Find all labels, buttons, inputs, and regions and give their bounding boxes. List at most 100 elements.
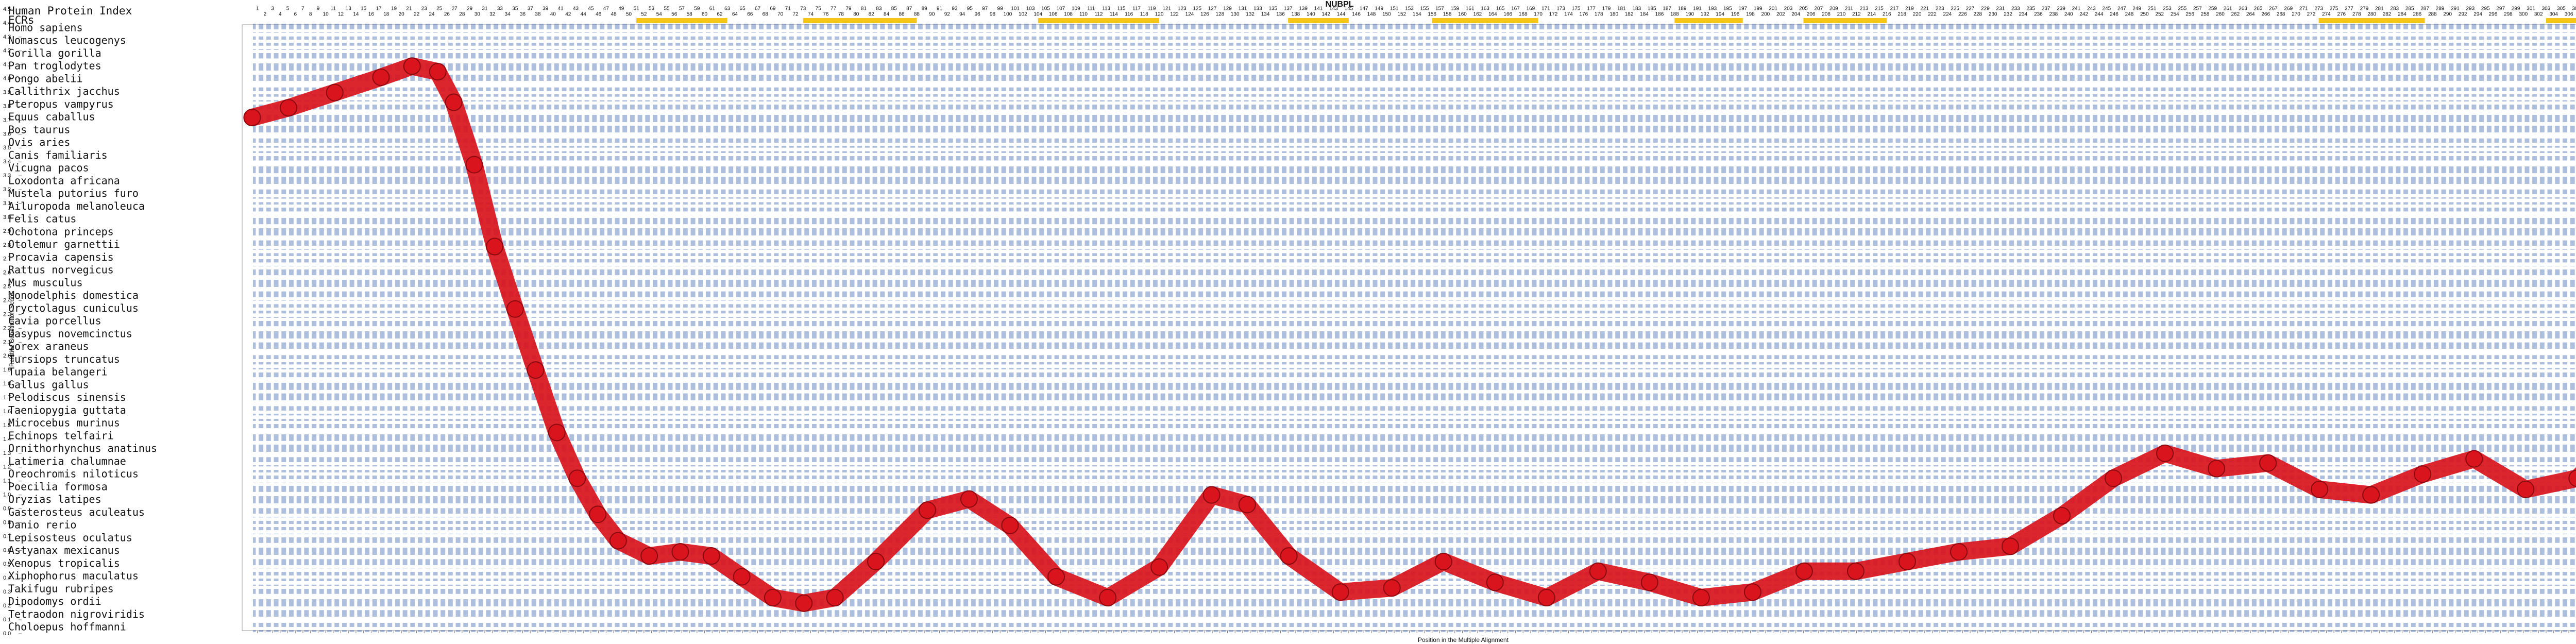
sequence-row — [253, 495, 2576, 505]
index-label: 214 — [1867, 12, 1876, 18]
index-label: 233 — [2011, 6, 2020, 12]
index-label: 244 — [2095, 12, 2104, 18]
score-point — [919, 501, 937, 519]
score-point — [733, 568, 751, 586]
index-label: 64 — [732, 12, 738, 18]
index-label: 253 — [2163, 6, 2172, 12]
y-tick-label: 4.2 — [3, 48, 11, 54]
sequence-row — [253, 266, 2576, 276]
index-label: 225 — [1951, 6, 1959, 12]
species-name: Dipodomys ordii — [8, 595, 101, 607]
species-name: Gorilla gorilla — [8, 47, 101, 59]
index-label: 65 — [740, 6, 746, 12]
index-label: 160 — [1458, 12, 1467, 18]
index-label: 57 — [679, 6, 685, 12]
index-label: 238 — [2049, 12, 2058, 18]
y-tick-label: 3.7 — [3, 117, 11, 123]
index-label: 272 — [2307, 12, 2316, 18]
index-label: 267 — [2269, 6, 2278, 12]
score-point — [429, 63, 447, 81]
index-label: 70 — [777, 12, 784, 18]
score-point — [2517, 480, 2535, 498]
index-label: 36 — [520, 12, 526, 18]
index-label: 107 — [1057, 6, 1065, 12]
index-label: 4 — [279, 12, 282, 18]
index-label: 274 — [2322, 12, 2331, 18]
sequence-row — [253, 189, 2576, 199]
index-label: 157 — [1435, 6, 1444, 12]
score-point — [2053, 507, 2071, 525]
index-label: 5 — [286, 6, 290, 12]
index-label: 219 — [1905, 6, 1914, 12]
score-point — [527, 361, 545, 379]
sequence-row — [253, 419, 2576, 429]
index-label: 33 — [497, 6, 503, 12]
species-name: Mustela putorius furo — [8, 187, 139, 199]
index-label: 228 — [1973, 12, 1982, 18]
ecr-bar — [1288, 18, 1349, 23]
index-label: 141 — [1314, 6, 1323, 12]
score-point — [2156, 444, 2174, 462]
index-label: 281 — [2375, 6, 2384, 12]
index-label: 247 — [2117, 6, 2126, 12]
index-label: 195 — [1723, 6, 1732, 12]
index-label: 102 — [1019, 12, 1027, 18]
index-label: 139 — [1299, 6, 1308, 12]
index-label: 101 — [1011, 6, 1020, 12]
y-tick-label: 4.3 — [3, 34, 11, 40]
index-label: 15 — [361, 6, 367, 12]
index-label: 172 — [1549, 12, 1558, 18]
index-label: 180 — [1609, 12, 1618, 18]
index-label: 283 — [2390, 6, 2399, 12]
index-label: 194 — [1716, 12, 1724, 18]
species-name: Latimeria chalumnae — [8, 455, 126, 467]
index-label: 115 — [1117, 6, 1126, 12]
index-label: 200 — [1761, 12, 1770, 18]
sequence-row — [253, 559, 2576, 569]
y-tick-label: 2.7 — [3, 256, 11, 262]
index-label: 280 — [2367, 12, 2376, 18]
index-label: 179 — [1602, 6, 1611, 12]
y-tick-label: 2.0 — [3, 353, 11, 359]
index-label: 25 — [436, 6, 443, 12]
y-tick-label: 2.5 — [3, 284, 11, 290]
sequence-row — [253, 291, 2576, 301]
index-label: 90 — [929, 12, 935, 18]
index-label: 213 — [1860, 6, 1869, 12]
index-label: 232 — [2004, 12, 2012, 18]
index-label: 83 — [876, 6, 882, 12]
index-label: 137 — [1284, 6, 1293, 12]
index-label: 218 — [1897, 12, 1906, 18]
y-tick-label: 1.6 — [3, 409, 11, 415]
index-label: 154 — [1413, 12, 1421, 18]
index-label: 138 — [1292, 12, 1300, 18]
sequence-row — [253, 368, 2576, 378]
index-label: 289 — [2436, 6, 2445, 12]
index-label: 95 — [967, 6, 973, 12]
index-label: 59 — [694, 6, 700, 12]
score-point — [1099, 588, 1117, 606]
species-name: Pan troglodytes — [8, 60, 101, 72]
index-label: 117 — [1132, 6, 1141, 12]
index-label: 23 — [421, 6, 428, 12]
index-label: 44 — [581, 12, 587, 18]
score-point — [1434, 552, 1452, 570]
species-name: Rattus norvegicus — [8, 264, 114, 276]
y-tick-label: 3.2 — [3, 187, 11, 193]
index-label: 168 — [1519, 12, 1528, 18]
index-label: 209 — [1829, 6, 1838, 12]
index-label: 296 — [2489, 12, 2498, 18]
y-tick-label: 3.9 — [3, 90, 11, 96]
sequence-row — [253, 355, 2576, 365]
index-label: 111 — [1087, 6, 1095, 12]
sequence-row — [253, 24, 2576, 33]
index-label: 190 — [1685, 12, 1694, 18]
y-tick-label: 3.8 — [3, 103, 11, 109]
species-name: Tupaia belangeri — [8, 366, 108, 378]
score-point — [403, 57, 421, 75]
index-label: 68 — [762, 12, 769, 18]
index-label: 192 — [1701, 12, 1709, 18]
index-label: 187 — [1663, 6, 1671, 12]
index-label: 271 — [2299, 6, 2308, 12]
